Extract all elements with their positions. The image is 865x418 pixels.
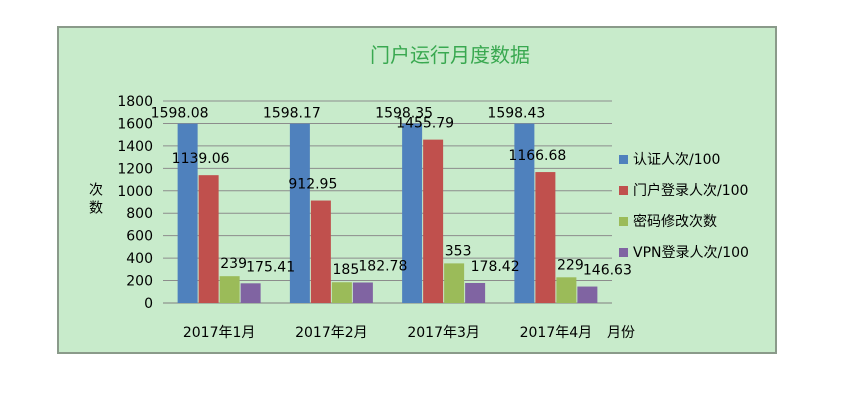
x-category-label: 2017年1月 bbox=[183, 325, 256, 341]
y-tick-label: 0 bbox=[144, 296, 153, 312]
chart-title: 门户运行月度数据 bbox=[370, 43, 530, 67]
chart-svg: 门户运行月度数据 0 200 400 600 800 1000 1200 1400 1600 18… bbox=[87, 43, 749, 341]
legend: 认证人次/100 门户登录人次/100 密码修改次数 VPN登录人次/100 bbox=[619, 152, 749, 261]
bar bbox=[310, 200, 331, 303]
y-tick-label: 200 bbox=[126, 274, 153, 290]
bar bbox=[402, 123, 423, 303]
legend-swatch bbox=[619, 217, 628, 226]
y-tick-label: 1800 bbox=[117, 94, 153, 110]
data-label: 175.41 bbox=[246, 259, 295, 275]
data-label: 178.42 bbox=[471, 259, 520, 275]
data-label: 182.78 bbox=[358, 258, 407, 274]
y-tick-label: 1600 bbox=[117, 116, 153, 132]
bar bbox=[465, 282, 486, 303]
y-tick-label: 1200 bbox=[117, 161, 153, 177]
data-label: 1166.68 bbox=[508, 148, 566, 164]
chart-frame: 门户运行月度数据 0 200 400 600 800 1000 1200 1400 1600 18… bbox=[57, 26, 777, 354]
legend-label: 密码修改次数 bbox=[633, 213, 717, 230]
bars bbox=[177, 123, 598, 303]
y-axis-title: 次数 bbox=[87, 182, 103, 218]
bar bbox=[352, 282, 373, 303]
data-label: 1598.08 bbox=[151, 106, 209, 122]
bar bbox=[219, 276, 240, 303]
data-label: 1598.17 bbox=[263, 106, 321, 122]
data-label: 1598.35 bbox=[375, 106, 433, 122]
bar bbox=[423, 139, 444, 303]
x-category-label: 2017年4月 bbox=[520, 325, 593, 341]
legend-swatch bbox=[619, 186, 628, 195]
data-label: 229 bbox=[557, 257, 584, 273]
bar bbox=[177, 123, 198, 303]
data-label: 185 bbox=[333, 262, 360, 278]
legend-swatch bbox=[619, 155, 628, 164]
legend-label: 门户登录人次/100 bbox=[633, 182, 748, 199]
x-category-label: 2017年3月 bbox=[407, 325, 480, 341]
bar bbox=[240, 283, 261, 303]
y-tick-label: 600 bbox=[126, 229, 153, 245]
data-label: 912.95 bbox=[288, 177, 337, 193]
bar bbox=[577, 286, 598, 303]
x-category-label: 2017年2月 bbox=[295, 325, 368, 341]
legend-swatch bbox=[619, 248, 628, 257]
bar bbox=[514, 123, 535, 303]
bar bbox=[331, 282, 352, 303]
bar bbox=[535, 172, 556, 303]
bar bbox=[289, 123, 310, 303]
x-axis-title: 月份 bbox=[607, 325, 635, 341]
data-label: 239 bbox=[220, 256, 247, 272]
data-label: 1139.06 bbox=[172, 151, 230, 167]
bar bbox=[556, 277, 577, 303]
legend-label: 认证人次/100 bbox=[633, 152, 720, 168]
y-tick-label: 1400 bbox=[117, 139, 153, 155]
bar bbox=[198, 175, 219, 303]
legend-label: VPN登录人次/100 bbox=[633, 245, 749, 261]
data-label: 146.63 bbox=[583, 263, 632, 279]
data-label: 1598.43 bbox=[487, 106, 545, 122]
bar bbox=[444, 263, 465, 303]
data-label: 353 bbox=[445, 243, 472, 259]
y-axis-title-text: 次数 bbox=[87, 182, 103, 218]
x-category-labels: 2017年1月 2017年2月 2017年3月 2017年4月 bbox=[183, 325, 592, 341]
y-tick-label: 800 bbox=[126, 206, 153, 222]
data-label: 1455.79 bbox=[396, 116, 454, 132]
y-tick-labels: 0 200 400 600 800 1000 1200 1400 1600 1800 bbox=[117, 94, 153, 312]
y-tick-label: 1000 bbox=[117, 184, 153, 200]
y-tick-label: 400 bbox=[126, 251, 153, 267]
